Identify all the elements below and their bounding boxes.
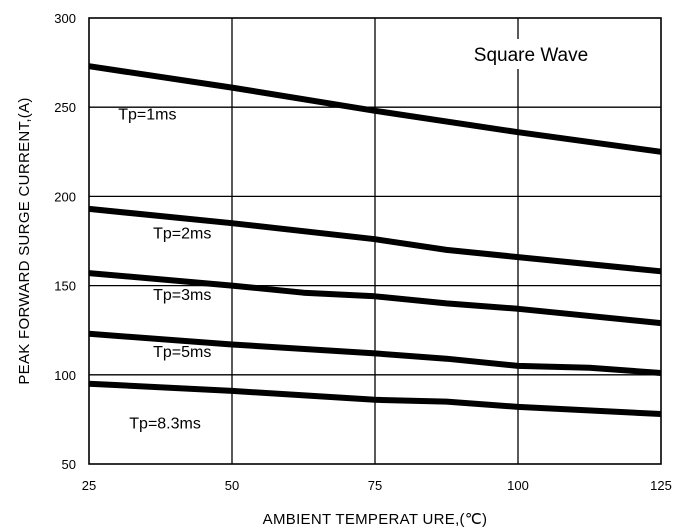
- annotation-background: [461, 39, 601, 69]
- y-tick-label: 50: [62, 457, 76, 472]
- grid: [89, 18, 661, 464]
- series-lines: [88, 63, 662, 417]
- y-tick-label: 300: [54, 11, 76, 26]
- series-line-3: [88, 270, 662, 327]
- series-line-4: [88, 330, 662, 376]
- series-label-1: Tp=1ms: [118, 107, 176, 124]
- series-line-1: [88, 63, 662, 155]
- series-line-2: [88, 205, 662, 275]
- series-label-4: Tp=5ms: [153, 344, 211, 361]
- y-tick-label: 150: [54, 279, 76, 294]
- square-wave-annotation: Square Wave: [474, 45, 588, 66]
- series-labels: Tp=1ms Tp=2ms Tp=3ms Tp=5ms Tp=8.3ms: [118, 107, 211, 433]
- x-tick-label: 75: [368, 478, 382, 493]
- tick-labels: 25 50 75 100 125 50 100 150 200 250 300: [54, 11, 672, 493]
- y-tick-label: 100: [54, 368, 76, 383]
- x-tick-label: 25: [82, 478, 96, 493]
- series-label-3: Tp=3ms: [153, 287, 211, 304]
- x-tick-label: 50: [225, 478, 239, 493]
- series-line-5: [88, 380, 662, 417]
- x-tick-label: 125: [650, 478, 672, 493]
- y-tick-label: 250: [54, 100, 76, 115]
- series-label-5: Tp=8.3ms: [129, 415, 201, 432]
- x-tick-label: 100: [507, 478, 529, 493]
- y-tick-label: 200: [54, 189, 76, 204]
- plot-frame: [88, 17, 662, 465]
- series-label-2: Tp=2ms: [153, 225, 211, 242]
- annotation-group: Square Wave: [461, 39, 601, 69]
- y-axis-title: PEAK FORWARD SURGE CURRENT,(A): [16, 97, 33, 384]
- x-axis-title: AMBIENT TEMPERAT URE,(℃): [263, 511, 488, 528]
